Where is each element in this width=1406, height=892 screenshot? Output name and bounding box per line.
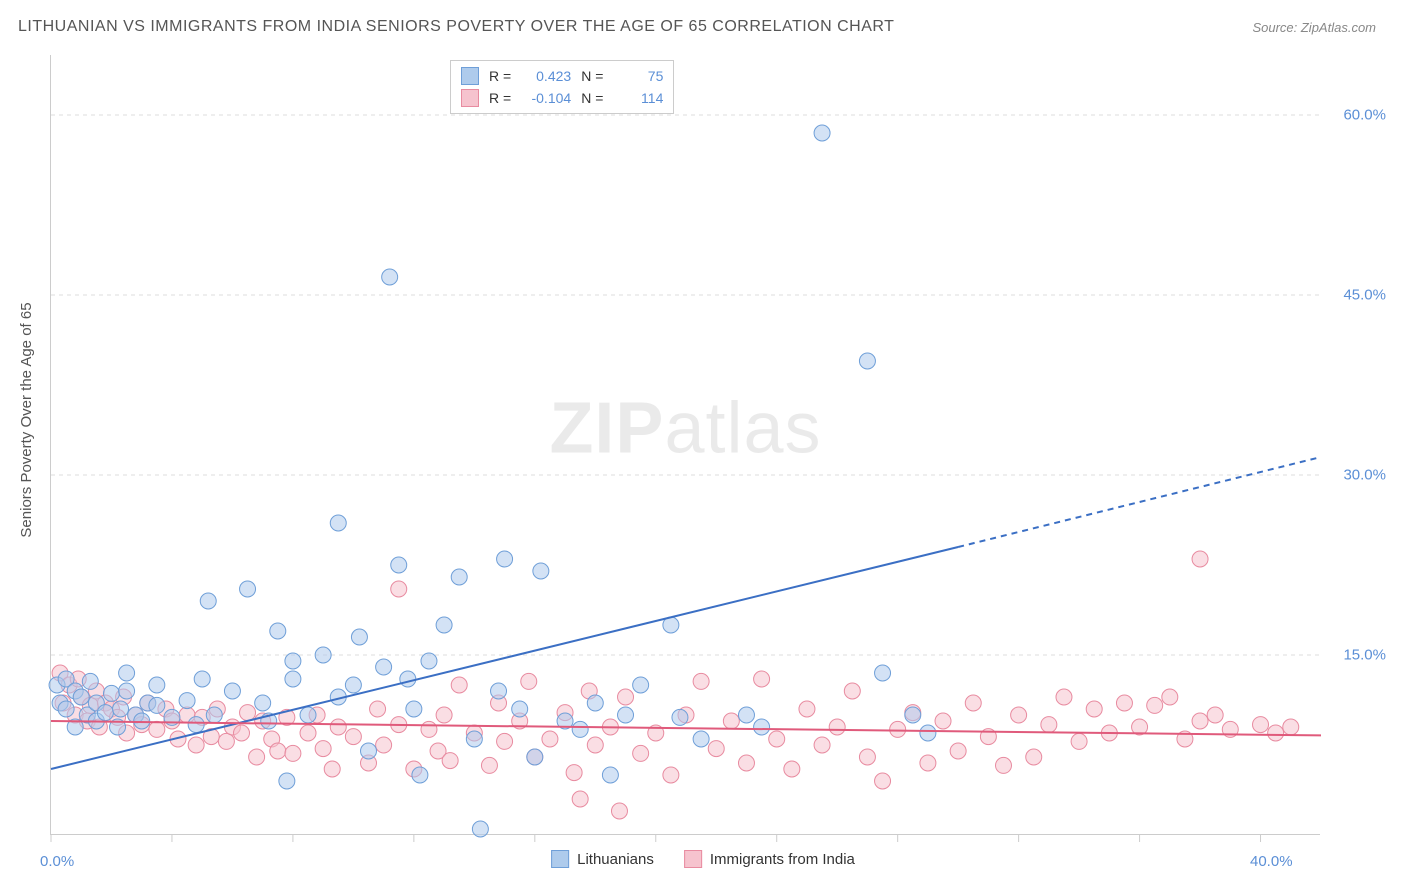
r-label: R = — [489, 65, 511, 87]
n-label: N = — [581, 65, 603, 87]
source-attribution: Source: ZipAtlas.com — [1252, 20, 1376, 35]
legend-label: Immigrants from India — [710, 851, 855, 868]
y-tick-label: 45.0% — [1343, 287, 1386, 304]
n-label: N = — [581, 87, 603, 109]
plot-area: ZIPatlas — [50, 55, 1320, 835]
n-value-india: 114 — [613, 87, 663, 109]
r-label: R = — [489, 87, 511, 109]
legend-row-lithuanians: R = 0.423 N = 75 — [461, 65, 663, 87]
r-value-india: -0.104 — [521, 87, 571, 109]
x-tick-min: 0.0% — [40, 853, 74, 870]
legend-row-india: R = -0.104 N = 114 — [461, 87, 663, 109]
swatch-india — [684, 850, 702, 868]
y-tick-label: 60.0% — [1343, 107, 1386, 124]
swatch-lithuanians — [461, 67, 479, 85]
swatch-lithuanians — [551, 850, 569, 868]
y-tick-label: 30.0% — [1343, 467, 1386, 484]
y-tick-label: 15.0% — [1343, 647, 1386, 664]
x-tick-max: 40.0% — [1250, 853, 1293, 870]
chart-title: LITHUANIAN VS IMMIGRANTS FROM INDIA SENI… — [18, 18, 894, 36]
series-legend: Lithuanians Immigrants from India — [551, 850, 855, 868]
swatch-india — [461, 89, 479, 107]
scatter-plot — [51, 55, 1320, 834]
r-value-lithuanians: 0.423 — [521, 65, 571, 87]
correlation-legend: R = 0.423 N = 75 R = -0.104 N = 114 — [450, 60, 674, 114]
legend-item-india: Immigrants from India — [684, 850, 855, 868]
y-axis-label: Seniors Poverty Over the Age of 65 — [18, 302, 35, 537]
legend-label: Lithuanians — [577, 851, 654, 868]
n-value-lithuanians: 75 — [613, 65, 663, 87]
legend-item-lithuanians: Lithuanians — [551, 850, 654, 868]
